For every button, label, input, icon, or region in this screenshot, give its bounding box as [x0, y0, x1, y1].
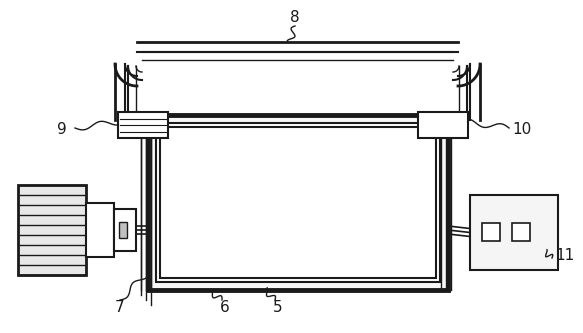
Bar — [114, 209, 136, 251]
Bar — [470, 195, 558, 270]
Text: 7: 7 — [115, 300, 125, 315]
Bar — [18, 185, 86, 275]
Text: 8: 8 — [290, 11, 300, 26]
Bar — [86, 203, 114, 257]
Text: 11: 11 — [555, 247, 574, 262]
Bar — [148, 115, 448, 290]
Text: 9: 9 — [57, 123, 67, 138]
Bar — [160, 127, 436, 278]
Bar — [156, 123, 440, 282]
Bar — [482, 223, 500, 241]
Bar — [418, 112, 468, 138]
Text: 5: 5 — [273, 300, 283, 315]
Bar — [119, 221, 127, 238]
Bar — [118, 112, 168, 138]
Bar — [512, 223, 530, 241]
Text: 6: 6 — [220, 300, 230, 315]
Text: 10: 10 — [512, 123, 531, 138]
